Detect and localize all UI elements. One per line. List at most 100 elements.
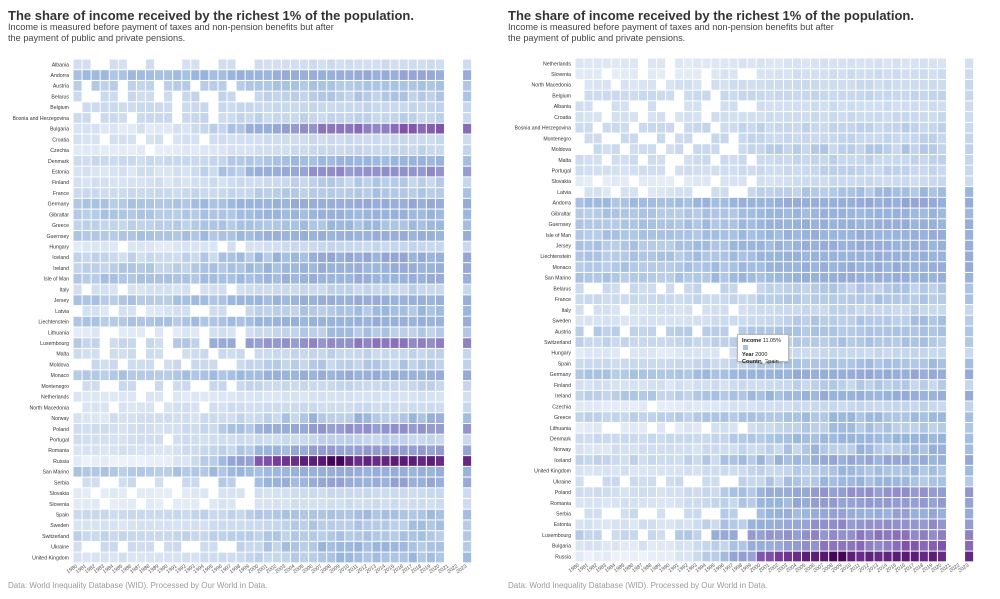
heatmap-cell[interactable] bbox=[91, 241, 100, 252]
heatmap-cell[interactable] bbox=[354, 273, 363, 284]
heatmap-cell[interactable] bbox=[575, 154, 584, 165]
heatmap-cell[interactable] bbox=[399, 348, 408, 359]
heatmap-cell[interactable] bbox=[100, 466, 109, 477]
heatmap-cell[interactable] bbox=[336, 91, 345, 102]
heatmap-cell[interactable] bbox=[345, 552, 354, 563]
heatmap-cell[interactable] bbox=[145, 316, 155, 327]
heatmap-cell[interactable] bbox=[783, 551, 792, 562]
heatmap-cell[interactable] bbox=[792, 122, 801, 133]
heatmap-cell[interactable] bbox=[892, 294, 901, 305]
heatmap-cell[interactable] bbox=[245, 552, 254, 563]
heatmap-cell[interactable] bbox=[435, 209, 444, 220]
heatmap-cell[interactable] bbox=[575, 519, 584, 530]
heatmap-cell[interactable] bbox=[290, 59, 299, 70]
heatmap-cell[interactable] bbox=[290, 456, 299, 466]
heatmap-cell[interactable] bbox=[910, 551, 919, 562]
heatmap-cell[interactable] bbox=[765, 165, 774, 176]
heatmap-cell[interactable] bbox=[245, 273, 254, 284]
heatmap-cell[interactable] bbox=[191, 102, 200, 113]
heatmap-cell[interactable] bbox=[883, 262, 892, 272]
heatmap-cell[interactable] bbox=[647, 240, 657, 251]
heatmap-cell[interactable] bbox=[783, 519, 792, 530]
heatmap-cell[interactable] bbox=[127, 370, 136, 381]
heatmap-cell[interactable] bbox=[792, 251, 801, 262]
heatmap-cell[interactable] bbox=[874, 219, 883, 230]
heatmap-cell[interactable] bbox=[657, 508, 666, 519]
heatmap-cell[interactable] bbox=[363, 306, 372, 316]
heatmap-cell[interactable] bbox=[629, 154, 638, 165]
heatmap-cell[interactable] bbox=[602, 551, 611, 562]
heatmap-cell[interactable] bbox=[792, 112, 801, 122]
heatmap-cell[interactable] bbox=[965, 90, 974, 101]
heatmap-cell[interactable] bbox=[584, 69, 593, 79]
heatmap-cell[interactable] bbox=[155, 466, 164, 477]
heatmap-cell[interactable] bbox=[829, 305, 838, 315]
heatmap-cell[interactable] bbox=[783, 401, 792, 412]
heatmap-cell[interactable] bbox=[227, 456, 236, 466]
heatmap-cell[interactable] bbox=[593, 165, 602, 176]
heatmap-cell[interactable] bbox=[91, 402, 100, 413]
heatmap-cell[interactable] bbox=[593, 305, 602, 315]
heatmap-cell[interactable] bbox=[73, 509, 82, 520]
heatmap-cell[interactable] bbox=[702, 294, 711, 305]
heatmap-cell[interactable] bbox=[426, 445, 435, 456]
heatmap-cell[interactable] bbox=[865, 487, 874, 498]
heatmap-cell[interactable] bbox=[408, 541, 417, 552]
heatmap-cell[interactable] bbox=[675, 208, 684, 219]
heatmap-cell[interactable] bbox=[327, 477, 336, 488]
heatmap-cell[interactable] bbox=[647, 455, 657, 465]
heatmap-cell[interactable] bbox=[756, 551, 765, 562]
heatmap-cell[interactable] bbox=[602, 412, 611, 422]
heatmap-cell[interactable] bbox=[309, 509, 318, 520]
heatmap-cell[interactable] bbox=[774, 487, 783, 498]
heatmap-cell[interactable] bbox=[729, 540, 738, 551]
heatmap-cell[interactable] bbox=[611, 315, 620, 326]
heatmap-cell[interactable] bbox=[245, 155, 254, 166]
heatmap-cell[interactable] bbox=[372, 391, 381, 402]
heatmap-cell[interactable] bbox=[390, 402, 399, 413]
heatmap-cell[interactable] bbox=[629, 219, 638, 230]
heatmap-cell[interactable] bbox=[272, 198, 281, 209]
heatmap-cell[interactable] bbox=[109, 241, 118, 252]
heatmap-cell[interactable] bbox=[901, 519, 910, 530]
heatmap-cell[interactable] bbox=[381, 445, 390, 456]
heatmap-cell[interactable] bbox=[236, 370, 245, 381]
heatmap-cell[interactable] bbox=[263, 348, 272, 359]
heatmap-cell[interactable] bbox=[435, 295, 444, 306]
heatmap-cell[interactable] bbox=[629, 487, 638, 498]
heatmap-cell[interactable] bbox=[666, 79, 675, 90]
heatmap-cell[interactable] bbox=[91, 316, 100, 327]
heatmap-cell[interactable] bbox=[593, 465, 602, 476]
heatmap-cell[interactable] bbox=[318, 316, 327, 327]
heatmap-cell[interactable] bbox=[847, 283, 856, 294]
heatmap-cell[interactable] bbox=[783, 487, 792, 498]
heatmap-cell[interactable] bbox=[684, 358, 693, 369]
heatmap-cell[interactable] bbox=[191, 70, 200, 80]
heatmap-cell[interactable] bbox=[354, 284, 363, 295]
heatmap-cell[interactable] bbox=[426, 509, 435, 520]
heatmap-cell[interactable] bbox=[272, 252, 281, 263]
heatmap-cell[interactable] bbox=[774, 326, 783, 337]
heatmap-cell[interactable] bbox=[937, 144, 946, 154]
heatmap-cell[interactable] bbox=[593, 197, 602, 208]
heatmap-cell[interactable] bbox=[381, 113, 390, 123]
heatmap-cell[interactable] bbox=[191, 423, 200, 434]
heatmap-cell[interactable] bbox=[792, 412, 801, 422]
heatmap-cell[interactable] bbox=[290, 348, 299, 359]
heatmap-cell[interactable] bbox=[928, 315, 937, 326]
heatmap-cell[interactable] bbox=[629, 305, 638, 315]
heatmap-cell[interactable] bbox=[290, 295, 299, 306]
heatmap-cell[interactable] bbox=[200, 177, 209, 188]
heatmap-cell[interactable] bbox=[684, 465, 693, 476]
heatmap-cell[interactable] bbox=[919, 251, 928, 262]
heatmap-cell[interactable] bbox=[702, 197, 711, 208]
heatmap-cell[interactable] bbox=[100, 531, 109, 541]
heatmap-cell[interactable] bbox=[272, 263, 281, 273]
heatmap-cell[interactable] bbox=[847, 487, 856, 498]
heatmap-cell[interactable] bbox=[965, 358, 974, 369]
heatmap-cell[interactable] bbox=[408, 413, 417, 423]
heatmap-cell[interactable] bbox=[602, 144, 611, 154]
heatmap-cell[interactable] bbox=[584, 551, 593, 562]
heatmap-cell[interactable] bbox=[802, 390, 811, 401]
heatmap-cell[interactable] bbox=[209, 220, 218, 231]
